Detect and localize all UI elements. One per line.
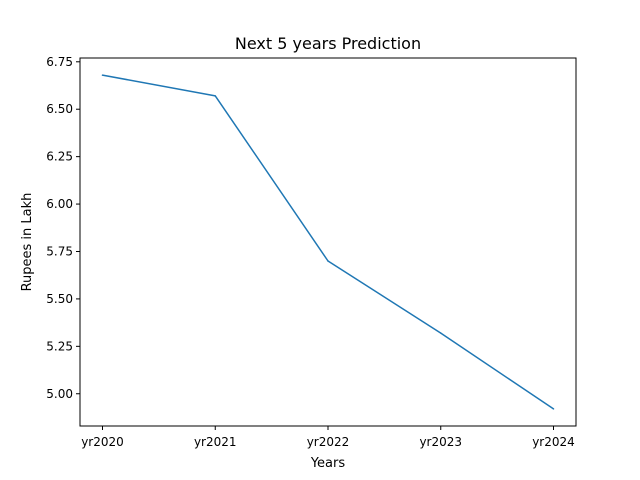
y-tick-label: 6.25 xyxy=(46,150,73,164)
y-tick-label: 6.00 xyxy=(46,197,73,211)
data-point xyxy=(440,332,442,334)
data-point xyxy=(327,260,329,262)
chart-title: Next 5 years Prediction xyxy=(235,34,421,53)
y-tick-label: 5.75 xyxy=(46,244,73,258)
data-point xyxy=(214,95,216,97)
data-point xyxy=(552,408,555,410)
plot-frame xyxy=(79,57,577,427)
x-tick-label: yr2021 xyxy=(194,435,237,449)
x-tick-label: yr2022 xyxy=(307,435,350,449)
x-tick-label: yr2023 xyxy=(419,435,462,449)
x-axis-label: Years xyxy=(310,456,346,471)
y-tick-label: 6.50 xyxy=(46,102,73,116)
series-layer xyxy=(101,74,555,410)
x-axis: yr2020 yr2021 yr2022 yr2023 yr2024 xyxy=(81,426,575,449)
y-axis: 5.00 5.25 5.50 5.75 6.00 6.25 6.50 6.75 xyxy=(46,55,80,401)
x-tick-label: yr2020 xyxy=(81,435,124,449)
y-tick-label: 6.75 xyxy=(46,55,73,69)
x-tick-label: yr2024 xyxy=(532,435,575,449)
y-axis-label: Rupees in Lakh xyxy=(20,193,35,292)
y-tick-label: 5.50 xyxy=(46,292,73,306)
data-point xyxy=(101,74,104,76)
y-tick-label: 5.25 xyxy=(46,339,73,353)
y-tick-label: 5.00 xyxy=(46,387,73,401)
series-line xyxy=(102,74,554,410)
